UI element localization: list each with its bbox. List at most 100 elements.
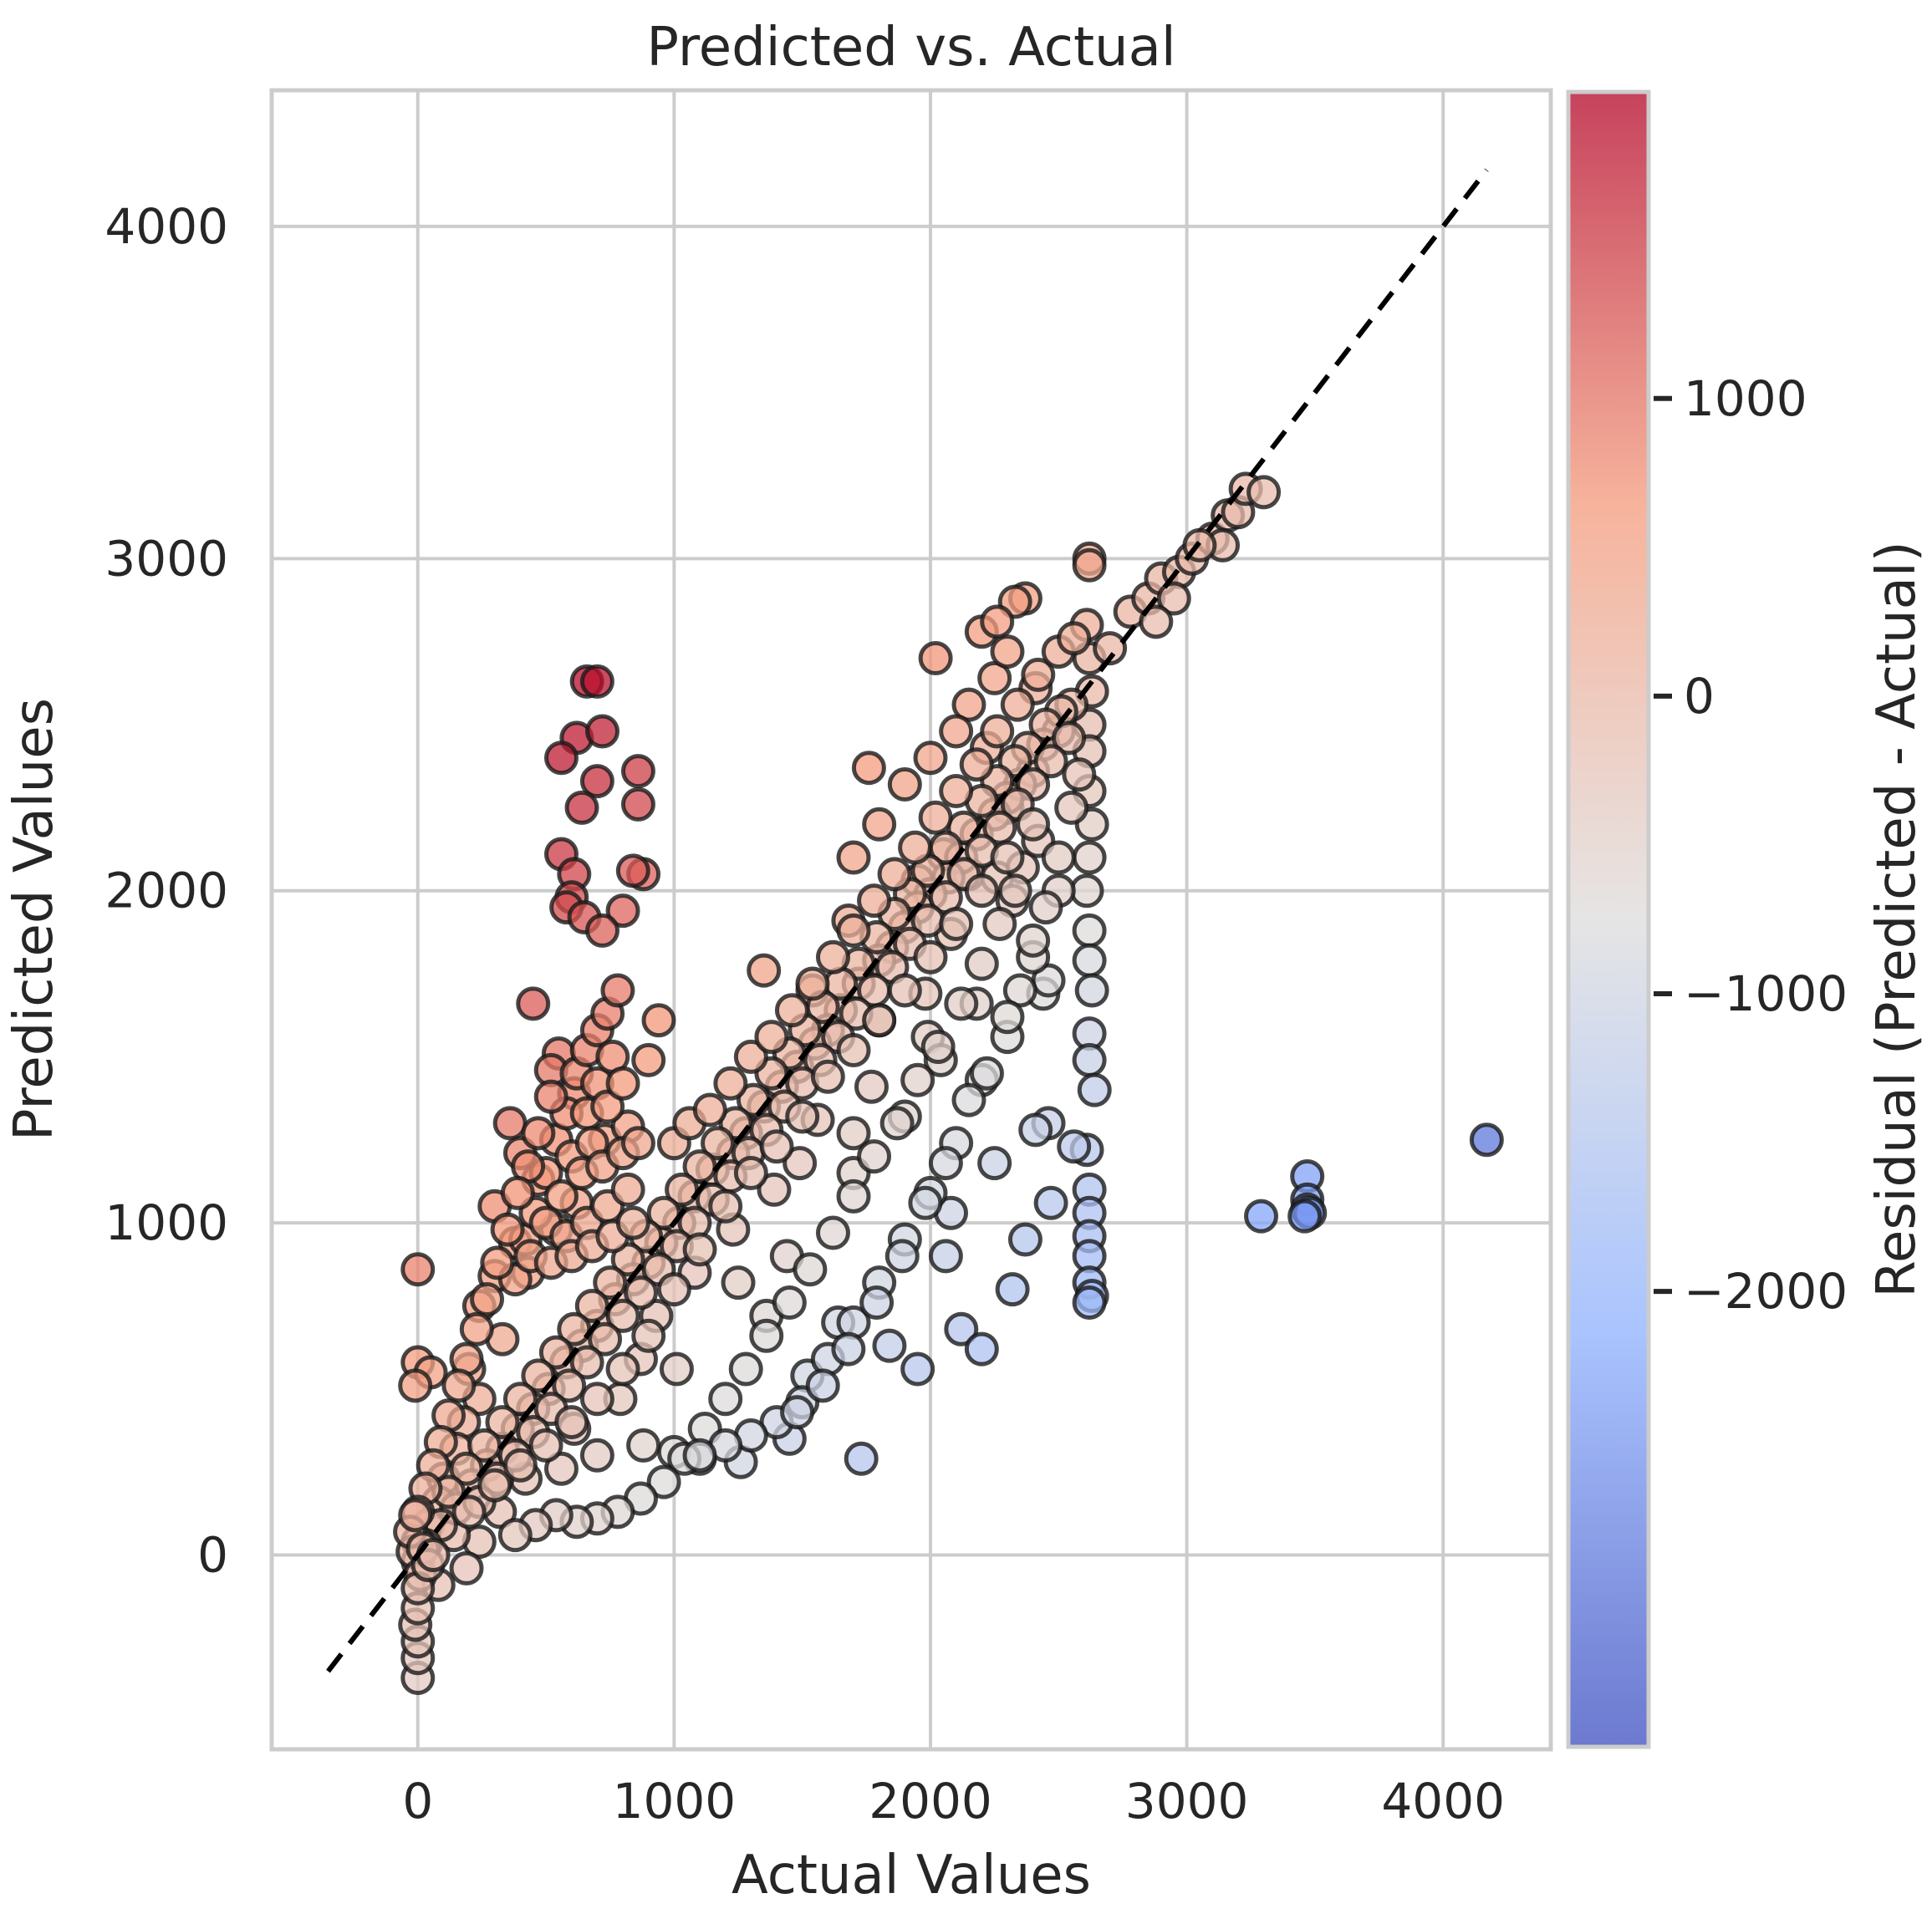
scatter-point [682,1232,717,1267]
scatter-point [782,1146,818,1181]
scatter-point [754,1020,789,1055]
scatter-point [579,664,614,699]
scatter-point [1074,973,1109,1008]
colorbar: 1000 0 −1000 −2000 Residual (Predicted - Ac… [1566,89,1928,1749]
y-tick-label: 2000 [105,863,228,919]
scatter-point [944,986,979,1021]
scatter-point [918,641,953,676]
scatter-point [620,754,655,789]
scatter-point [977,660,1012,695]
scatter-point [1077,1072,1112,1107]
plot-frame [269,88,1553,1752]
scatter-point [1057,1129,1092,1164]
scatter-point [502,1382,538,1417]
scatter-point [964,946,999,981]
scatter-point [449,1550,484,1586]
scatter-point [528,1428,563,1463]
x-axis-label: Actual Values [732,1845,1091,1906]
scatter-point [920,1030,956,1065]
scatter-point [785,1099,820,1134]
scatter-point [692,1092,727,1127]
scatter-point [959,747,994,782]
colorbar-tick-label: 0 [1684,668,1715,725]
scatter-point [749,1318,784,1353]
scatter-point [701,1126,736,1161]
scatter-point [995,1272,1030,1307]
scatter-point [780,1395,815,1430]
scatter-point [500,1175,535,1210]
scatter-point [516,986,551,1021]
y-tick-label: 1000 [105,1194,228,1251]
scatter-point [605,1351,640,1387]
scatter-point [884,1239,920,1274]
scatter-point [951,687,986,722]
scatter-point [1156,581,1191,616]
scatter-point [1139,604,1174,639]
plot-area [269,88,1553,1752]
scatter-point [626,1428,661,1463]
scatter-point [772,1285,807,1321]
y-tick-label: 0 [197,1527,228,1584]
scatter-point [851,751,886,786]
colorbar-label: Residual (Predicted - Actual) [1866,541,1928,1297]
scatter-point [793,1252,828,1287]
scatter-point [990,634,1025,669]
scatter-point [492,1106,528,1141]
y-axis-label: Predicted Values [3,698,65,1141]
scatter-point [728,1351,763,1387]
scatter-point [400,1252,436,1287]
scatter-point [564,790,599,825]
scatter-point [831,1331,866,1367]
y-tick-label: 3000 [105,530,228,587]
scatter-point [913,939,948,975]
scatter-point [997,873,1032,909]
x-tick-label: 1000 [613,1773,737,1830]
scatter-point [615,853,650,888]
scatter-point [1028,890,1063,925]
scatter-point [908,1185,943,1220]
scatter-point [490,1212,525,1247]
scatter-point [887,973,922,1008]
scatter-point [1021,657,1056,692]
scatter-point [1062,757,1097,792]
scatter-point [836,1178,871,1214]
scatter-point [857,883,892,919]
scatter-point [631,1042,666,1077]
colorbar-gradient [1568,92,1649,1747]
scatter-point [898,830,933,865]
colorbar-tick-label: −2000 [1684,1263,1848,1320]
scatter-point [554,1405,589,1440]
scatter-point [459,1311,494,1346]
scatter-point [1033,744,1068,779]
scatter-point [1069,873,1104,909]
scatter-point [521,1116,556,1151]
scatter-point [708,1382,743,1417]
scatter-point [1018,1112,1053,1148]
scatter-point [579,1438,614,1473]
scatter-point [990,840,1025,875]
scatter-point [585,714,620,749]
scatter-point [759,1129,794,1164]
scatter-point [733,1156,768,1191]
scatter-point [939,714,974,749]
x-tick-label: 3000 [1125,1773,1249,1830]
scatter-point [441,1368,477,1403]
scatter-point [646,1464,681,1499]
scatter-point [1072,547,1107,583]
colorbar-tick-label: −1000 [1684,965,1848,1022]
scatter-point [836,1032,871,1067]
scatter-point [1041,840,1076,875]
x-axis-ticks: 0 1000 2000 3000 4000 [402,1773,1505,1830]
scatter-point [862,1003,897,1038]
scatter-point [641,1003,676,1038]
scatter-point [543,1451,579,1486]
scatter-point [1054,790,1089,825]
scatter-point [815,939,850,975]
x-tick-label: 4000 [1381,1773,1505,1830]
scatter-point [990,1000,1025,1035]
scatter-point [844,1441,879,1476]
scatter-point [939,774,974,809]
scatter-point [1000,687,1035,722]
scatter-point [980,714,1015,749]
